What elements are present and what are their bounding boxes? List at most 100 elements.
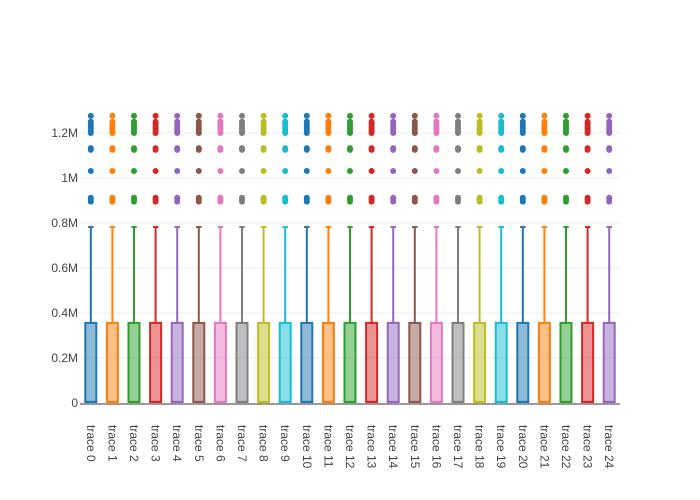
outlier-point xyxy=(368,194,375,201)
box-iqr xyxy=(127,321,141,404)
box-iqr xyxy=(494,321,508,404)
outlier-point xyxy=(519,145,526,152)
outlier-point xyxy=(239,145,245,152)
box-iqr xyxy=(213,321,227,404)
outlier-point xyxy=(390,194,397,201)
box-trace xyxy=(559,112,573,404)
outlier-point xyxy=(217,168,224,175)
outlier-point xyxy=(433,118,440,125)
outlier-point xyxy=(131,194,137,201)
outlier-point xyxy=(476,112,483,119)
outlier-point xyxy=(584,194,591,201)
x-tick-label: trace 24 xyxy=(602,425,616,469)
outlier-point xyxy=(239,194,245,201)
outlier-point xyxy=(455,194,461,201)
outlier-point xyxy=(455,112,461,119)
box-iqr xyxy=(408,321,422,404)
outlier-point xyxy=(217,112,224,119)
outlier-point xyxy=(584,145,591,152)
x-tick-label: trace 23 xyxy=(581,425,595,469)
outlier-point xyxy=(87,194,94,201)
box-trace xyxy=(581,112,595,404)
outlier-point xyxy=(606,194,613,201)
outlier-point xyxy=(303,145,310,152)
x-tick-label: trace 1 xyxy=(105,425,119,462)
x-tick-label: trace 16 xyxy=(429,425,443,469)
outlier-point xyxy=(303,118,310,125)
box-iqr xyxy=(192,321,206,404)
outlier-point xyxy=(563,168,569,175)
outlier-point xyxy=(541,194,548,201)
outlier-point xyxy=(563,118,569,125)
outlier-point xyxy=(260,168,267,175)
x-tick-label: trace 22 xyxy=(559,425,573,469)
y-tick-label: 0.4M xyxy=(51,306,78,320)
box-iqr xyxy=(473,321,487,404)
outlier-point xyxy=(368,112,375,119)
box-trace xyxy=(213,112,227,404)
outlier-point xyxy=(411,112,418,119)
box-trace xyxy=(278,112,292,404)
y-tick-label: 0.8M xyxy=(51,216,78,230)
outlier-point xyxy=(411,168,418,175)
outlier-point xyxy=(541,168,548,175)
outlier-point xyxy=(239,118,245,125)
x-tick-label: trace 3 xyxy=(149,425,163,462)
outlier-point xyxy=(433,112,440,119)
y-tick-label: 1M xyxy=(61,171,78,185)
y-tick-label: 0.6M xyxy=(51,261,78,275)
outlier-point xyxy=(239,112,245,119)
outlier-point xyxy=(368,118,375,125)
outlier-point xyxy=(131,168,137,175)
box-iqr xyxy=(451,321,465,404)
outlier-point xyxy=(476,145,483,152)
outlier-point xyxy=(195,112,202,119)
outlier-point xyxy=(433,168,440,175)
outlier-point xyxy=(606,168,613,175)
box-iqr xyxy=(429,321,443,404)
y-tick-label: 1.2M xyxy=(51,126,78,140)
outlier-point xyxy=(195,194,202,201)
outlier-point xyxy=(109,194,116,201)
outlier-point xyxy=(282,194,289,201)
outlier-point xyxy=(541,112,548,119)
outlier-point xyxy=(584,168,591,175)
box-traces xyxy=(84,112,616,404)
box-trace xyxy=(300,112,314,404)
outlier-point xyxy=(476,118,483,125)
outlier-point xyxy=(368,168,375,175)
outlier-point xyxy=(303,112,310,119)
outlier-point xyxy=(131,145,137,152)
outlier-point xyxy=(325,194,332,201)
box-trace xyxy=(365,112,379,404)
box-iqr xyxy=(343,321,357,404)
outlier-point xyxy=(282,118,289,125)
box-trace xyxy=(494,112,508,404)
outlier-point xyxy=(109,118,116,125)
box-iqr xyxy=(386,321,400,404)
outlier-point xyxy=(584,118,591,125)
box-trace xyxy=(235,112,249,404)
x-tick-label: trace 4 xyxy=(170,425,184,462)
box-iqr xyxy=(235,321,249,404)
outlier-point xyxy=(563,145,569,152)
box-trace xyxy=(386,112,400,404)
x-tick-label: trace 2 xyxy=(127,425,141,462)
x-tick-label: trace 0 xyxy=(84,425,98,462)
outlier-point xyxy=(498,168,505,175)
box-iqr xyxy=(84,321,98,404)
box-iqr xyxy=(170,321,184,404)
x-tick-label: trace 17 xyxy=(451,425,465,469)
outlier-point xyxy=(498,194,505,201)
outlier-point xyxy=(152,118,159,125)
outlier-point xyxy=(303,168,310,175)
box-iqr xyxy=(365,321,379,404)
outlier-point xyxy=(109,145,116,152)
box-iqr xyxy=(559,321,573,404)
y-tick-label: 0.2M xyxy=(51,351,78,365)
outlier-point xyxy=(260,145,267,152)
outlier-point xyxy=(411,145,418,152)
outlier-point xyxy=(606,145,613,152)
outlier-point xyxy=(390,112,397,119)
